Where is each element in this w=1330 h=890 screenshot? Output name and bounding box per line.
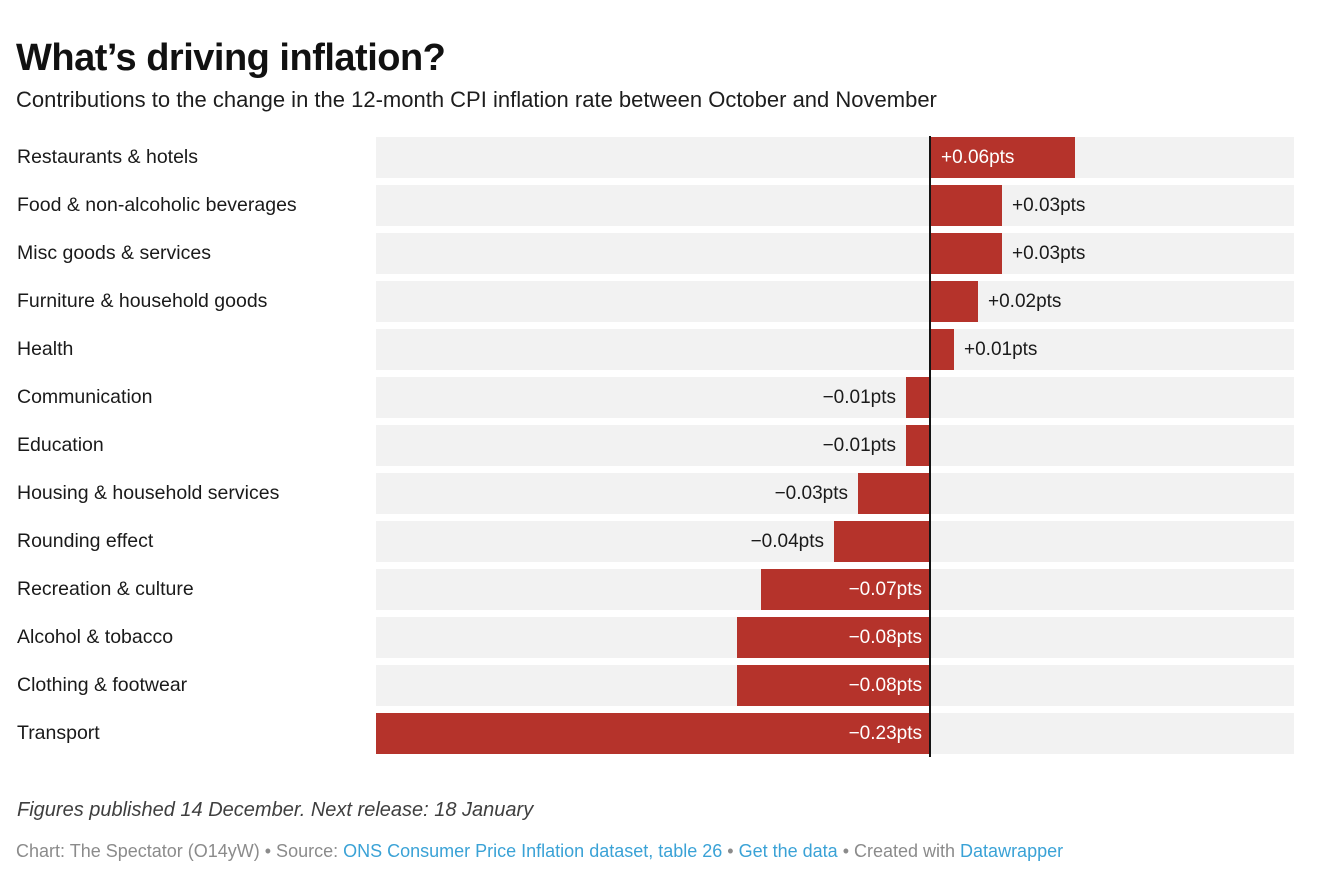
bar-track <box>376 425 1294 466</box>
attribution-line: Chart: The Spectator (O14yW) • Source: O… <box>16 841 1063 862</box>
value-label: −0.04pts <box>750 531 824 552</box>
bar <box>930 137 1075 178</box>
bar <box>761 569 930 610</box>
bar <box>834 521 930 562</box>
bar-track <box>376 233 1294 274</box>
bar <box>930 233 1002 274</box>
category-label: Restaurants & hotels <box>17 146 199 168</box>
category-label: Rounding effect <box>17 530 154 552</box>
category-label: Alcohol & tobacco <box>17 626 174 648</box>
category-label: Clothing & footwear <box>17 674 188 696</box>
bar-track <box>376 377 1294 418</box>
category-label: Recreation & culture <box>17 578 194 600</box>
source-link[interactable]: ONS Consumer Price Inflation dataset, ta… <box>343 841 723 861</box>
attribution-prefix: Chart: The Spectator (O14yW) • Source: <box>16 841 344 861</box>
value-label: +0.02pts <box>988 291 1062 312</box>
bar-track <box>376 281 1294 322</box>
category-label: Education <box>17 434 104 456</box>
category-label: Communication <box>17 386 153 408</box>
category-label: Misc goods & services <box>17 242 211 264</box>
bar <box>930 185 1002 226</box>
bar <box>906 377 930 418</box>
value-label: −0.23pts <box>848 723 922 744</box>
get-the-data-link[interactable]: Get the data <box>738 841 838 861</box>
bar-row: Clothing & footwear −0.08pts <box>0 665 1330 706</box>
value-label: +0.01pts <box>964 339 1038 360</box>
value-label: +0.03pts <box>1012 243 1086 264</box>
bar-row: Education −0.01pts <box>0 425 1330 466</box>
attribution-separator: • <box>722 841 739 861</box>
value-label: −0.08pts <box>848 627 922 648</box>
bar-track <box>376 137 1294 178</box>
value-label: +0.06pts <box>941 147 1015 168</box>
bar-row: Transport −0.23pts <box>0 713 1330 754</box>
attribution-created-with: • Created with <box>837 841 961 861</box>
bar-row: Misc goods & services +0.03pts <box>0 233 1330 274</box>
category-label: Housing & household services <box>17 482 280 504</box>
value-label: −0.08pts <box>848 675 922 696</box>
value-label: −0.01pts <box>822 435 896 456</box>
bar-track <box>376 185 1294 226</box>
bar-row: Rounding effect −0.04pts <box>0 521 1330 562</box>
bar-row: Restaurants & hotels +0.06pts <box>0 137 1330 178</box>
category-label: Furniture & household goods <box>17 290 268 312</box>
bar <box>737 665 930 706</box>
bar <box>376 713 930 754</box>
category-label: Food & non-alcoholic beverages <box>17 194 297 216</box>
bar <box>737 617 930 658</box>
bar-row: Alcohol & tobacco −0.08pts <box>0 617 1330 658</box>
bar <box>930 329 954 370</box>
bar-row: Communication −0.01pts <box>0 377 1330 418</box>
bar-row: Recreation & culture −0.07pts <box>0 569 1330 610</box>
bar-row: Food & non-alcoholic beverages +0.03pts <box>0 185 1330 226</box>
axis-baseline <box>929 136 931 757</box>
bar-row: Housing & household services −0.03pts <box>0 473 1330 514</box>
bar <box>930 281 978 322</box>
chart-subtitle: Contributions to the change in the 12-mo… <box>16 87 937 112</box>
bar <box>858 473 930 514</box>
bar-track <box>376 329 1294 370</box>
bar-track <box>376 473 1294 514</box>
page-title: What’s driving inflation? <box>16 37 446 80</box>
datawrapper-link[interactable]: Datawrapper <box>960 841 1064 861</box>
bar-row: Furniture & household goods +0.02pts <box>0 281 1330 322</box>
value-label: −0.01pts <box>822 387 896 408</box>
value-label: +0.03pts <box>1012 195 1086 216</box>
category-label: Health <box>17 338 74 360</box>
bar <box>906 425 930 466</box>
value-label: −0.07pts <box>848 579 922 600</box>
footer-note: Figures published 14 December. Next rele… <box>17 799 534 821</box>
category-label: Transport <box>17 722 100 744</box>
value-label: −0.03pts <box>774 483 848 504</box>
bar-row: Health +0.01pts <box>0 329 1330 370</box>
